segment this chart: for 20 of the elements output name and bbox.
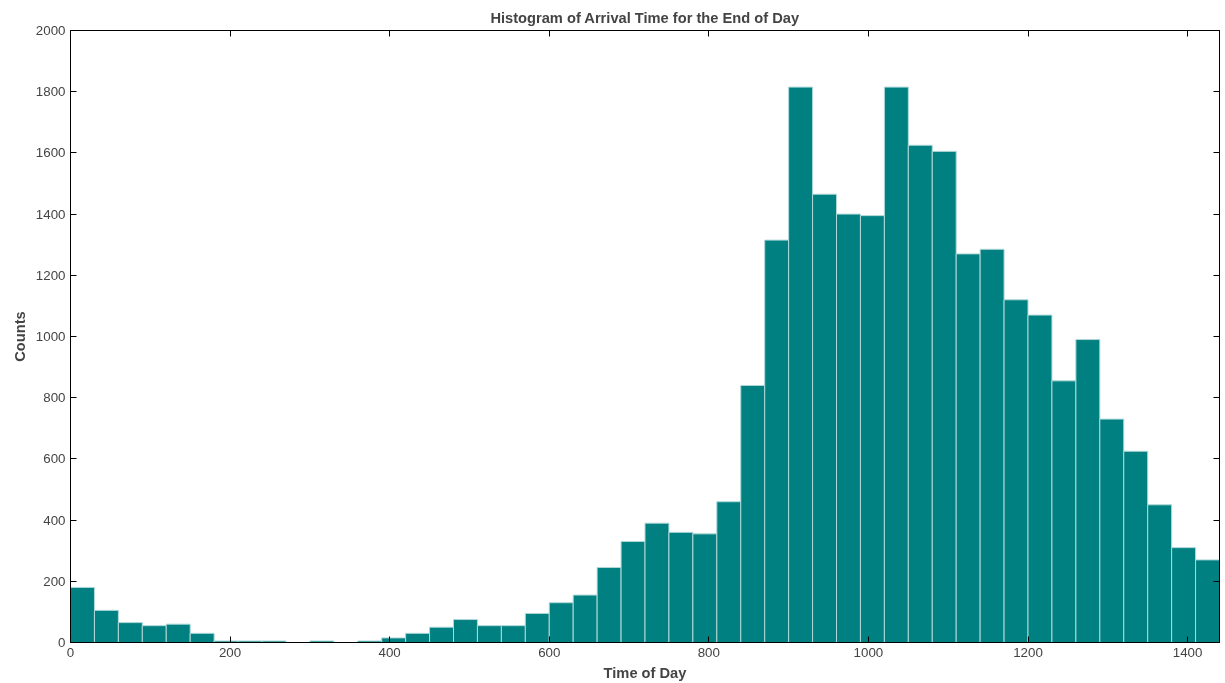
y-tick-label: 600 — [43, 451, 66, 467]
x-tick-label: 600 — [538, 644, 561, 660]
x-tick-label: 1400 — [1172, 644, 1203, 660]
x-tick-label: 800 — [697, 644, 720, 660]
x-tick-label: 200 — [218, 644, 242, 660]
x-tick-label: 1000 — [853, 644, 884, 660]
y-tick-label: 800 — [43, 390, 66, 406]
y-axis-title: Counts — [11, 311, 28, 362]
y-tick-label: 1400 — [35, 206, 66, 222]
y-tick-label: 1800 — [35, 84, 66, 100]
x-axis-title: Time of Day — [603, 664, 688, 681]
y-tick-label: 400 — [43, 512, 66, 528]
y-tick-label: 1000 — [35, 329, 66, 344]
x-tick-label: 400 — [378, 644, 401, 660]
y-tick-label: 2000 — [35, 23, 66, 38]
y-tick-label: 1200 — [35, 267, 66, 283]
x-tick-label: 1200 — [1013, 644, 1043, 660]
y-tick-label: 1600 — [35, 145, 66, 161]
y-tick-label: 200 — [43, 573, 66, 589]
chart-title: Histogram of Arrival Time for the End of Day — [490, 9, 800, 26]
